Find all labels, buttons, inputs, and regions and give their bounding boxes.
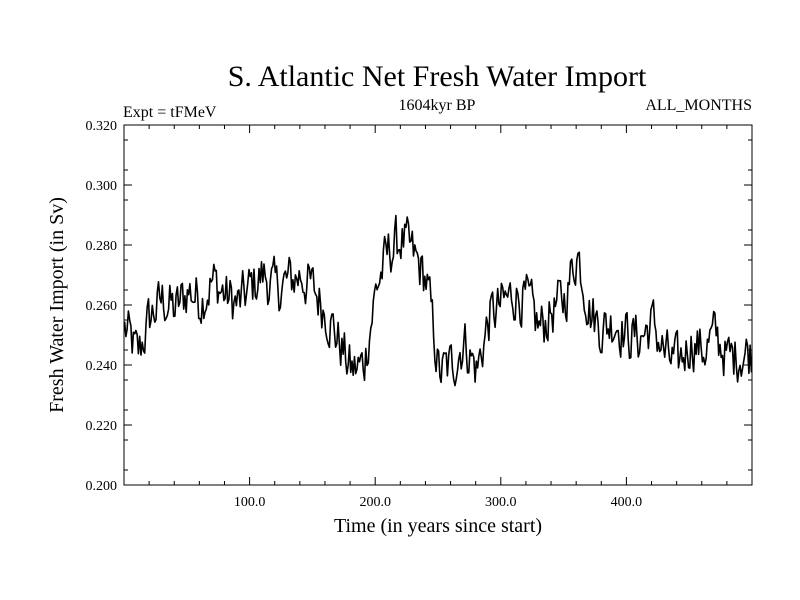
series-line-fresh-water-import <box>123 214 753 387</box>
series-group <box>123 214 753 387</box>
y-tick-label: 0.300 <box>86 179 118 194</box>
x-tick-label: 200.0 <box>359 495 391 510</box>
x-tick-label: 300.0 <box>485 495 517 510</box>
months-label: ALL_MONTHS <box>645 97 752 114</box>
y-tick-label: 0.200 <box>86 479 118 494</box>
tick-labels-group: 0.200 0.220 0.240 0.260 0.280 0.300 0.320 100.0… <box>86 119 643 510</box>
y-tick-label: 0.240 <box>86 359 118 374</box>
x-axis-label: Time (in years since start) <box>334 515 542 537</box>
period-label: 1604kyr BP <box>399 97 476 114</box>
ticks-group <box>124 124 752 486</box>
y-axis-label: Fresh Water Import (in Sv) <box>46 197 68 413</box>
chart-title: S. Atlantic Net Fresh Water Import <box>228 60 647 93</box>
plot-frame <box>123 124 753 486</box>
x-tick-label: 400.0 <box>611 495 643 510</box>
experiment-label: Expt = tFMeV <box>123 104 217 121</box>
y-tick-label: 0.320 <box>86 119 118 134</box>
x-tick-label: 100.0 <box>234 495 266 510</box>
y-tick-label: 0.220 <box>86 419 118 434</box>
y-tick-label: 0.280 <box>86 239 118 254</box>
y-tick-label: 0.260 <box>86 299 118 314</box>
